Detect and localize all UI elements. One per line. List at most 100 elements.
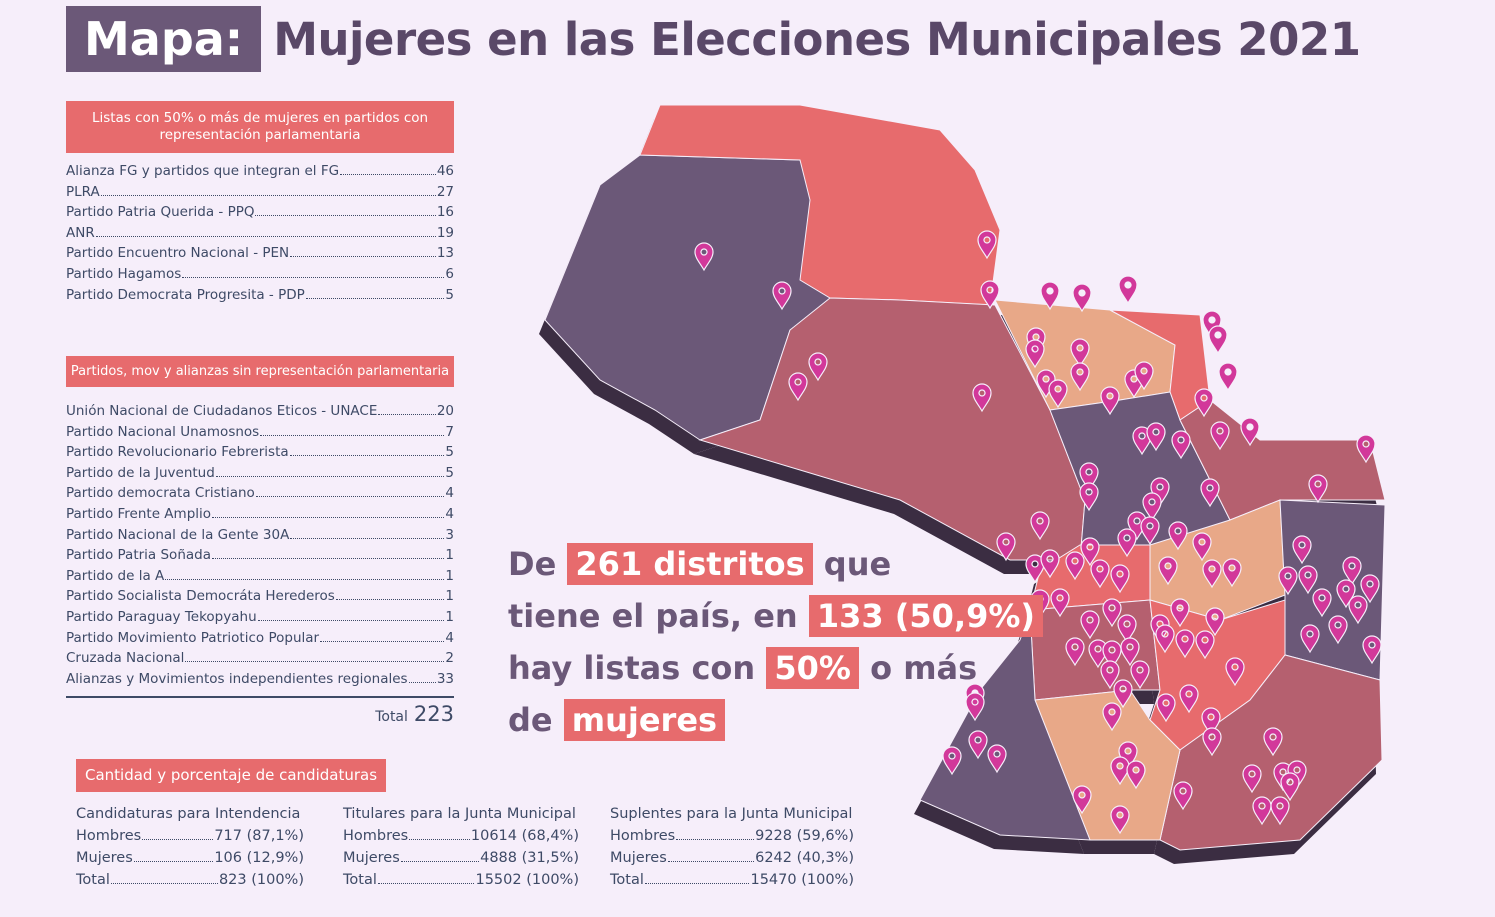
map-pin-icon	[1200, 478, 1220, 508]
dot-leader	[409, 839, 470, 840]
headline-highlight: 50%	[766, 647, 859, 689]
map-pin-icon	[1070, 338, 1090, 368]
map-pin-icon	[1080, 537, 1100, 567]
map-pin-icon	[1100, 660, 1120, 690]
map-pin-icon	[1156, 693, 1176, 723]
map-pin-icon	[1280, 772, 1300, 802]
headline-text: tiene el país, en	[508, 597, 798, 635]
list-item: ANR 19	[66, 225, 454, 246]
list-item: Partido Democrata Progresita - PDP 5	[66, 287, 454, 308]
dot-leader	[133, 861, 214, 862]
map-pin-icon	[1270, 796, 1290, 826]
map-pin-icon	[1079, 482, 1099, 512]
map-pin-icon	[1356, 434, 1376, 464]
map-pin-icon	[1040, 281, 1060, 311]
list-item: Partido Paraguay Tekopyahu 1	[66, 609, 454, 630]
stat-value: 4888 (31,5%)	[480, 850, 579, 866]
item-name: PLRA	[66, 183, 100, 200]
map-pin-icon	[694, 242, 714, 272]
item-value: 1	[445, 547, 454, 564]
group-title: Suplentes para la Junta Municipal	[610, 806, 853, 822]
candidaturas-group: Titulares para la Junta Municipal Hombres…	[343, 806, 579, 894]
map-pin-icon	[996, 532, 1016, 562]
list-item: Cruzada Nacional 2	[66, 650, 454, 671]
map-pin-icon	[1298, 565, 1318, 595]
map-pin-icon	[1025, 339, 1045, 369]
map-pin-icon	[1225, 657, 1245, 687]
map-pin-icon	[1090, 559, 1110, 589]
stat-value: 717 (87,1%)	[214, 828, 304, 844]
item-value: 7	[445, 423, 454, 440]
item-name: Partido Nacional Unamosnos	[66, 423, 260, 440]
map-pin-icon	[968, 730, 988, 760]
stat-label: Hombres	[610, 828, 676, 844]
without-representation-header: Partidos, mov y alianzas sin representac…	[66, 356, 454, 387]
dot-leader	[377, 883, 475, 884]
stat-row: Hombres 717 (87,1%)	[76, 828, 304, 850]
headline-text: hay listas con	[508, 649, 756, 687]
stat-label: Mujeres	[76, 850, 133, 866]
map-pin-icon	[1192, 532, 1212, 562]
map-pin-icon	[1292, 535, 1312, 565]
dot-leader	[335, 599, 445, 601]
title-main: Mujeres en las Elecciones Municipales 20…	[273, 12, 1361, 66]
dot-leader	[305, 297, 445, 299]
map-pin-icon	[1348, 595, 1368, 625]
dot-leader	[644, 883, 750, 884]
map-pin-icon	[1126, 760, 1146, 790]
dot-leader	[290, 256, 436, 258]
dot-leader	[260, 434, 445, 436]
item-value: 3	[445, 526, 454, 543]
map-pin-icon	[1168, 521, 1188, 551]
item-name: Cruzada Nacional	[66, 650, 185, 667]
dot-leader	[289, 455, 445, 457]
map-pin-icon	[1140, 516, 1160, 546]
stat-row: Mujeres 4888 (31,5%)	[343, 850, 579, 872]
map-pin-icon	[1205, 607, 1225, 637]
item-value: 1	[445, 567, 454, 584]
map-pin-icon	[1328, 615, 1348, 645]
list-item: Partido Nacional Unamosnos 7	[66, 424, 454, 445]
map-pin-icon	[1117, 614, 1137, 644]
map-pin-icon	[808, 352, 828, 382]
map-pin-icon	[1158, 556, 1178, 586]
map-pin-icon	[1222, 558, 1242, 588]
list-item: Partido Hagamos 6	[66, 266, 454, 287]
dot-leader	[165, 578, 445, 580]
map-pin-icon	[1025, 554, 1045, 584]
item-value: 1	[445, 588, 454, 605]
dot-leader	[100, 194, 436, 196]
dot-leader	[182, 276, 445, 278]
dot-leader	[667, 861, 755, 862]
stat-label: Mujeres	[343, 850, 400, 866]
item-value: 16	[436, 204, 454, 221]
map-pin-icon	[1308, 474, 1328, 504]
map-pin-icon	[1110, 564, 1130, 594]
dot-leader	[290, 537, 445, 539]
map-pin-icon	[1242, 764, 1262, 794]
map-pin-icon	[1102, 702, 1122, 732]
stat-value: 106 (12,9%)	[214, 850, 304, 866]
map-pin-icon	[1072, 283, 1092, 313]
list-item: Partido Encuentro Nacional - PEN 13	[66, 245, 454, 266]
map-pin-icon	[1117, 528, 1137, 558]
list-item: Alianzas y Movimientos independientes re…	[66, 671, 454, 692]
item-name: Partido Socialista Democráta Herederos	[66, 588, 335, 605]
map-pin-icon	[942, 746, 962, 776]
map-pin-icon	[1050, 588, 1070, 618]
item-name: Partido Hagamos	[66, 265, 182, 282]
item-name: Partido de la Juventud	[66, 464, 215, 481]
headline-text: o más	[870, 649, 978, 687]
list-item: Partido de la A 1	[66, 568, 454, 589]
dot-leader	[676, 839, 755, 840]
headline-text: de	[508, 701, 553, 739]
stat-label: Hombres	[343, 828, 409, 844]
item-name: Alianza FG y partidos que integran el FG	[66, 163, 340, 179]
map-pin-icon	[972, 383, 992, 413]
map-pin-icon	[1130, 660, 1150, 690]
item-value: 13	[436, 245, 454, 262]
candidaturas-group: Suplentes para la Junta Municipal Hombres…	[610, 806, 854, 894]
map-pin-icon	[1030, 511, 1050, 541]
headline-highlight: 261 distritos	[567, 543, 813, 585]
